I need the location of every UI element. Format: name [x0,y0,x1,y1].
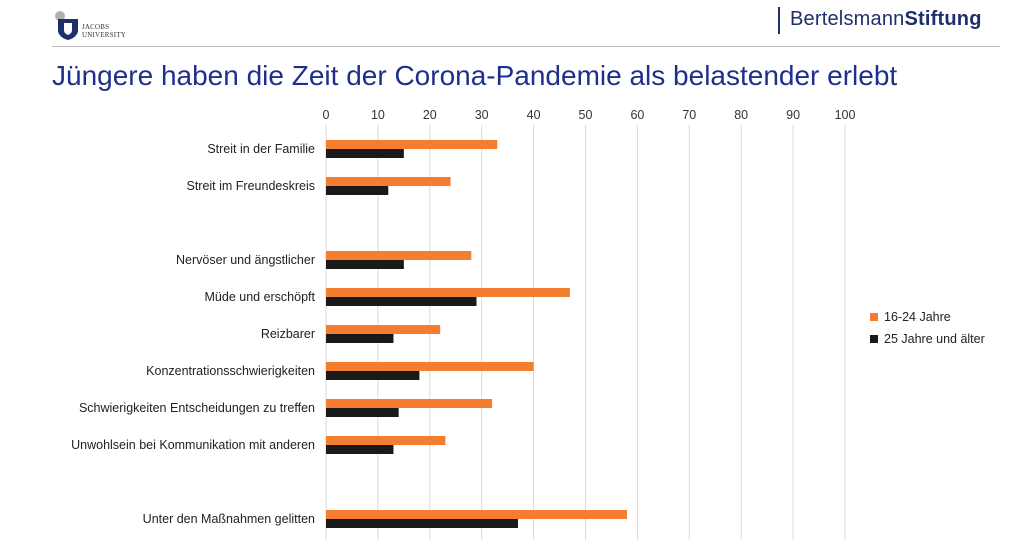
bar-25-plus [326,371,420,380]
legend: 16-24 Jahre 25 Jahre und älter [870,306,985,350]
jacobs-shield-icon [55,11,78,40]
legend-item-young: 16-24 Jahre [870,306,985,328]
legend-label-young: 16-24 Jahre [884,310,951,324]
header: JACOBS UNIVERSITY BertelsmannStiftung [0,0,1010,50]
bar-25-plus [326,149,404,158]
category-label: Streit im Freundeskreis [186,179,315,193]
category-label: Reizbarer [261,327,315,341]
bar-25-plus [326,260,404,269]
bar-16-24 [326,177,451,186]
bars [326,140,628,528]
bar-16-24 [326,510,628,519]
x-tick-label-70: 70 [682,108,696,122]
bar-25-plus [326,186,389,195]
bar-25-plus [326,519,519,528]
x-tick-label-60: 60 [630,108,644,122]
bar-16-24 [326,251,472,260]
brand-divider [778,7,780,34]
legend-item-old: 25 Jahre und älter [870,328,985,350]
bar-16-24 [326,140,498,149]
x-tick-label-0: 0 [323,108,330,122]
x-tick-label-90: 90 [786,108,800,122]
bar-25-plus [326,445,394,454]
category-label: Schwierigkeiten Entscheidungen zu treffe… [79,401,315,415]
x-tick-label-30: 30 [475,108,489,122]
bar-25-plus [326,334,394,343]
bar-16-24 [326,399,493,408]
jacobs-university-logo[interactable]: JACOBS UNIVERSITY [52,10,152,42]
bar-16-24 [326,288,570,297]
x-tick-label-40: 40 [527,108,541,122]
legend-swatch-old [870,335,878,343]
x-tick-label-80: 80 [734,108,748,122]
category-label: Nervöser und ängstlicher [176,253,315,267]
bar-16-24 [326,362,534,371]
bertelsmann-stiftung-logo[interactable]: BertelsmannStiftung [790,8,982,31]
bar-25-plus [326,408,399,417]
page-title: Jüngere haben die Zeit der Corona-Pandem… [52,60,898,91]
bs-regular: Bertelsmann [790,8,905,30]
category-label: Streit in der Familie [207,142,315,156]
x-tick-label-20: 20 [423,108,437,122]
legend-swatch-young [870,313,878,321]
category-labels: Streit in der Familie Streit im Freundesk… [71,142,315,526]
x-axis-tick-labels: 0 10 20 30 40 50 60 70 80 90 100 [323,108,856,122]
bar-16-24 [326,325,441,334]
bs-bold: Stiftung [904,8,982,30]
category-label: Konzentrationsschwierigkeiten [146,364,315,378]
jacobs-university-wordmark: JACOBS UNIVERSITY [82,23,126,39]
jacobs-line2: UNIVERSITY [82,31,126,39]
jacobs-line1: JACOBS [82,23,110,31]
x-tick-label-10: 10 [371,108,385,122]
bar-25-plus [326,297,477,306]
header-rule [52,46,1000,47]
legend-label-old: 25 Jahre und älter [884,332,985,346]
x-tick-label-50: 50 [579,108,593,122]
category-label: Müde und erschöpft [205,290,316,304]
x-tick-label-100: 100 [835,108,856,122]
category-label: Unwohlsein bei Kommunikation mit anderen [71,438,315,452]
category-label: Unter den Maßnahmen gelitten [143,512,315,526]
bar-16-24 [326,436,446,445]
